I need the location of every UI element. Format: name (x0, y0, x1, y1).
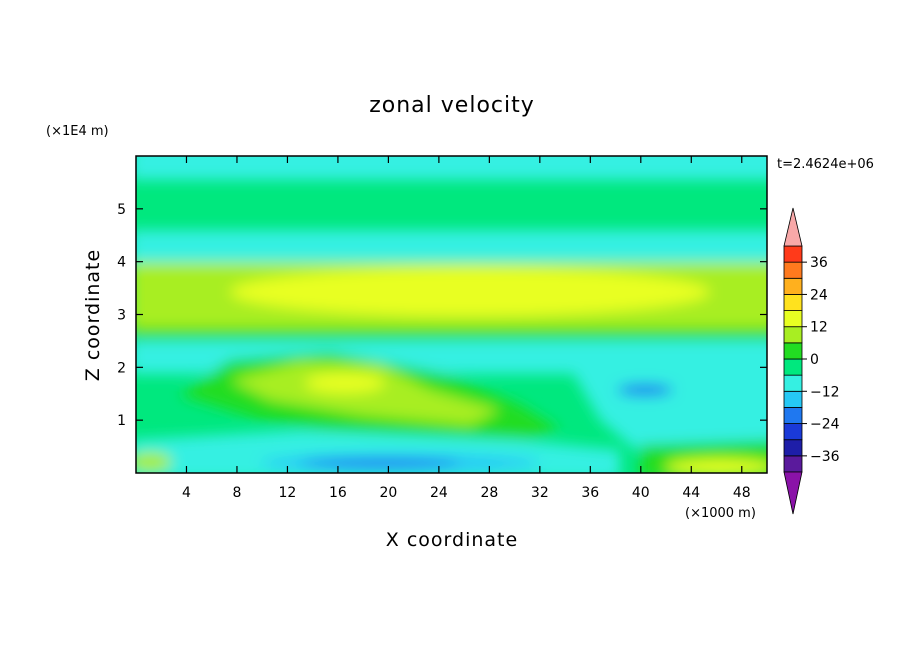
field-blob (230, 268, 710, 316)
colorbar-segment (783, 245, 803, 263)
field-blobs (136, 156, 767, 473)
time-label: t=2.4624e+06 (777, 157, 874, 172)
colorbar-segment (783, 407, 803, 424)
colorbar-segment (783, 277, 803, 295)
x-tick-label: 36 (581, 485, 599, 501)
colorbar-segment (783, 374, 803, 392)
velocity-field (136, 156, 767, 473)
field-band (136, 230, 767, 268)
x-tick-label: 24 (430, 485, 448, 501)
x-axis-units: (×1000 m) (685, 506, 756, 521)
field-blob (617, 384, 673, 396)
y-axis: 1 2 3 4 5 (117, 202, 767, 429)
colorbar-segment (783, 310, 803, 328)
y-axis-title: Z coordinate (82, 249, 104, 381)
field-blob (560, 345, 767, 470)
x-tick-label: 48 (733, 485, 751, 501)
y-tick-label: 5 (117, 202, 126, 218)
x-axis: 4 8 12 16 20 24 28 32 36 40 44 48 (182, 156, 751, 501)
x-tick-label: 20 (379, 485, 397, 501)
colorbar-tick-label: −36 (810, 449, 840, 465)
y-tick-label: 1 (117, 413, 126, 429)
field-blob (305, 373, 385, 393)
x-axis-title: X coordinate (386, 529, 518, 551)
colorbar-segment (783, 423, 803, 441)
colorbar-tick-label: 24 (810, 287, 828, 303)
y-tick-label: 4 (117, 255, 126, 271)
x-tick-label: 16 (329, 485, 347, 501)
field-blob (300, 458, 460, 468)
colorbar: 36 24 12 0 −12 −24 −36 (783, 207, 840, 515)
x-tick-label: 12 (279, 485, 297, 501)
colorbar-segment (783, 326, 803, 344)
field-band (136, 328, 767, 342)
x-tick-label: 28 (480, 485, 498, 501)
colorbar-tick-label: 36 (810, 255, 828, 271)
colorbar-tick-label: −24 (810, 417, 840, 433)
colorbar-tick-label: −12 (810, 384, 840, 400)
colorbar-segment (783, 390, 803, 408)
chart-title: zonal velocity (369, 93, 535, 118)
colorbar-segment (783, 294, 803, 311)
x-tick-label: 4 (182, 485, 191, 501)
x-tick-label: 32 (531, 485, 549, 501)
colorbar-segment (783, 358, 803, 376)
y-tick-label: 3 (117, 308, 126, 324)
x-tick-label: 44 (682, 485, 700, 501)
colorbar-tick-label: 12 (810, 320, 828, 336)
colorbar-under-arrow (783, 471, 803, 515)
colorbar-over-arrow (783, 207, 803, 247)
field-blob (230, 362, 500, 425)
field-band (136, 156, 767, 180)
colorbar-tick-label: 0 (810, 352, 819, 368)
field-blob (136, 452, 172, 472)
colorbar-segment (783, 342, 803, 360)
colorbar-segment (783, 261, 803, 279)
colorbar-segment (783, 439, 803, 457)
y-axis-units: (×1E4 m) (46, 124, 109, 139)
colorbar-segment (783, 455, 803, 473)
x-tick-label: 8 (232, 485, 241, 501)
y-tick-label: 2 (117, 360, 126, 376)
x-tick-label: 40 (632, 485, 650, 501)
